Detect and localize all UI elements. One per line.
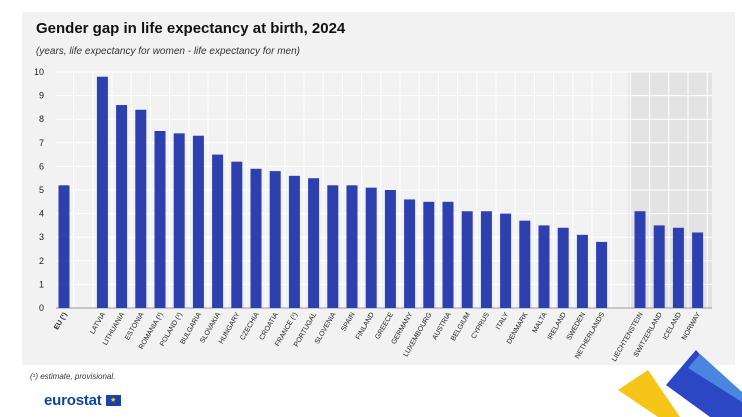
footnote: (¹) estimate, provisional. bbox=[30, 372, 116, 381]
bar bbox=[500, 213, 512, 308]
eu-flag-icon: ★ bbox=[105, 395, 121, 406]
bar bbox=[212, 154, 224, 308]
bar bbox=[538, 225, 550, 308]
y-tick-label: 3 bbox=[39, 232, 44, 242]
category-label: MALTA bbox=[532, 311, 549, 334]
bar bbox=[576, 234, 588, 308]
y-tick-label: 6 bbox=[39, 161, 44, 171]
bar bbox=[288, 175, 300, 308]
bar bbox=[116, 105, 128, 308]
bar bbox=[192, 135, 204, 308]
bar bbox=[519, 220, 531, 308]
y-tick-label: 8 bbox=[39, 114, 44, 124]
yellow-stripe-shape bbox=[618, 370, 680, 417]
chart-subtitle: (years, life expectancy for women - life… bbox=[36, 46, 300, 57]
bar bbox=[250, 168, 262, 308]
y-tick-label: 10 bbox=[34, 67, 44, 77]
y-tick-label: 5 bbox=[39, 185, 44, 195]
bar bbox=[327, 185, 339, 308]
bar bbox=[461, 211, 473, 308]
y-tick-label: 2 bbox=[39, 256, 44, 266]
bar bbox=[346, 185, 358, 308]
category-label: ICELAND bbox=[662, 312, 683, 342]
bar bbox=[692, 232, 704, 308]
bar bbox=[634, 211, 646, 308]
bar bbox=[384, 190, 396, 308]
category-label: BELGIUM bbox=[450, 311, 472, 342]
bar bbox=[480, 211, 492, 308]
bar bbox=[96, 76, 108, 308]
bar bbox=[672, 227, 684, 308]
chart-title: Gender gap in life expectancy at birth, … bbox=[36, 20, 346, 37]
bar bbox=[154, 131, 166, 308]
bar bbox=[653, 225, 665, 308]
bar bbox=[308, 178, 320, 308]
bar bbox=[442, 201, 454, 308]
category-label: AUSTRIA bbox=[431, 311, 452, 341]
bar bbox=[596, 241, 608, 308]
category-label: FINLAND bbox=[355, 312, 376, 341]
bar bbox=[58, 185, 70, 308]
category-label: ESTONIA bbox=[124, 311, 146, 341]
bar bbox=[231, 161, 243, 308]
category-label: CROATIA bbox=[259, 311, 281, 341]
bar bbox=[269, 171, 281, 308]
bar bbox=[135, 109, 147, 308]
category-label: IRELAND bbox=[547, 312, 568, 342]
bar bbox=[404, 199, 416, 308]
category-label: NORWAY bbox=[681, 311, 703, 341]
y-tick-label: 9 bbox=[39, 91, 44, 101]
light-blue-stripe-shape bbox=[688, 354, 742, 402]
y-tick-label: 1 bbox=[39, 279, 44, 289]
category-label: ITALY bbox=[495, 311, 510, 331]
category-label: CZECHIA bbox=[239, 311, 261, 341]
category-label: HUNGARY bbox=[218, 311, 242, 345]
category-label: CYPRUS bbox=[470, 311, 491, 340]
category-label: LATVIA bbox=[89, 311, 107, 335]
bar bbox=[423, 201, 435, 308]
category-label: EU (¹) bbox=[53, 312, 68, 332]
logo-text: eurostat bbox=[44, 392, 102, 409]
y-tick-label: 4 bbox=[39, 209, 44, 219]
bar bbox=[173, 133, 185, 308]
category-label: SPAIN bbox=[340, 312, 356, 333]
decorative-chevron-graphic bbox=[618, 350, 742, 417]
y-tick-label: 0 bbox=[39, 303, 44, 313]
bar bbox=[365, 187, 377, 308]
category-label: SWEDEN bbox=[566, 312, 587, 342]
y-tick-label: 7 bbox=[39, 138, 44, 148]
blue-stripe-shape bbox=[666, 350, 742, 417]
category-label: GREECE bbox=[374, 311, 395, 340]
bar bbox=[557, 227, 569, 308]
eurostat-logo: eurostat ★ bbox=[44, 392, 121, 409]
